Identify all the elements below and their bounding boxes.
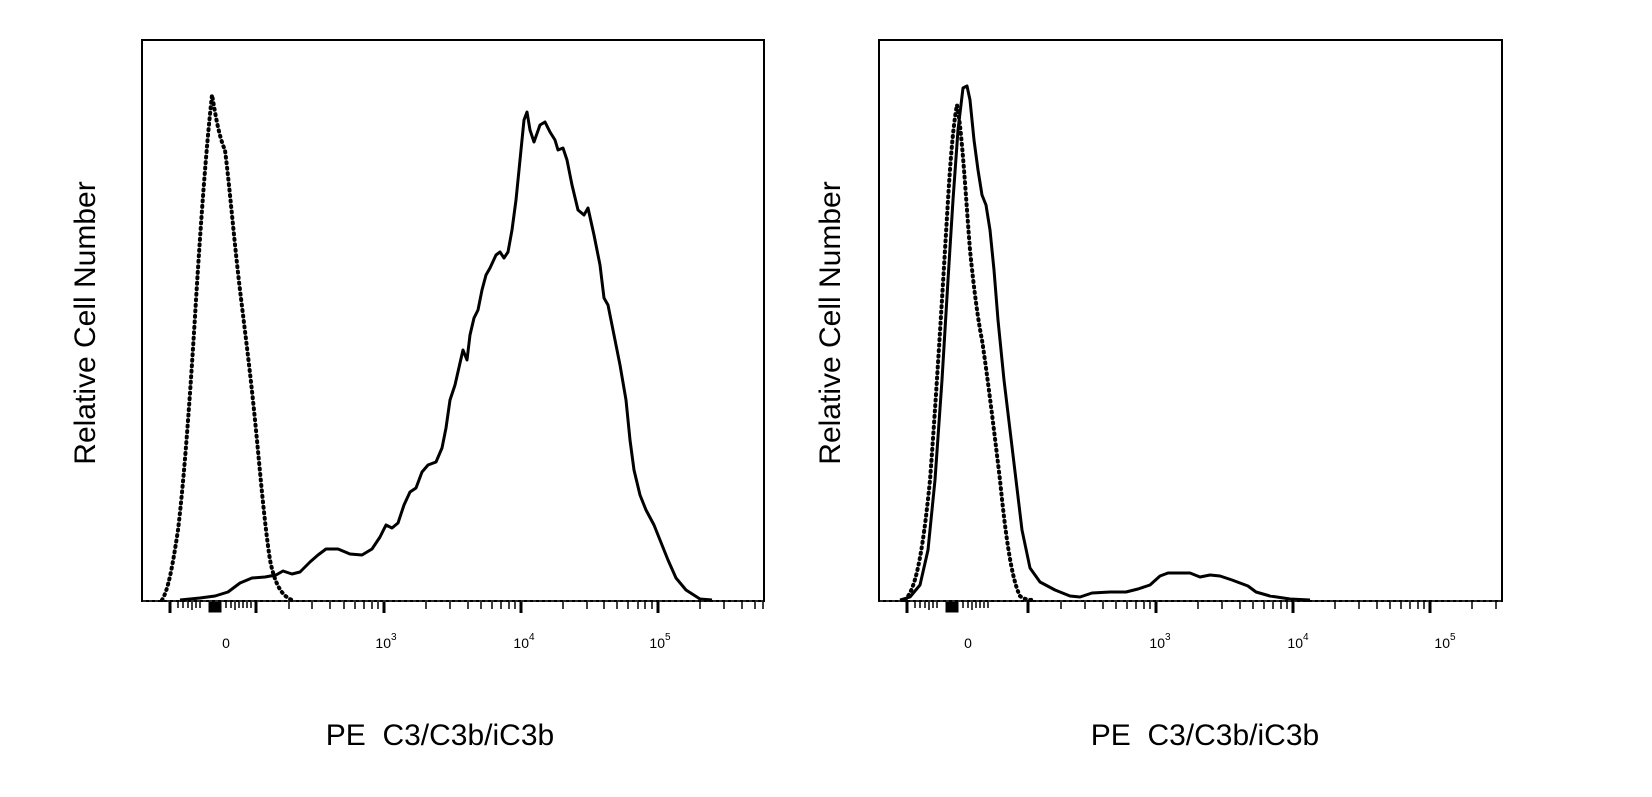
isotype-control-curve-right: [903, 104, 1037, 602]
plot-frame-left: [141, 39, 765, 602]
tick-label-1e3: 103: [1149, 632, 1171, 651]
x-tick-labels-right: 0 103 104 105: [964, 632, 1456, 651]
tick-label-0: 0: [222, 635, 230, 651]
panel-right: Relative Cell Number: [814, 39, 1503, 752]
isotype-control-curve-left: [160, 94, 294, 602]
x-axis-ticks-left: [168, 601, 764, 613]
tick-label-1e5: 105: [1434, 632, 1456, 651]
tick-label-0: 0: [964, 635, 972, 651]
tick-label-1e4: 104: [513, 632, 535, 651]
x-axis-ticks-right: [905, 601, 1497, 613]
panel-left: Relative Cell Number: [69, 39, 765, 752]
y-axis-label-left: Relative Cell Number: [69, 181, 102, 464]
stained-sample-curve-right: [899, 84, 1311, 602]
plot-frame-right: [878, 39, 1503, 602]
tick-label-1e5: 105: [649, 632, 671, 651]
tick-label-1e4: 104: [1287, 632, 1309, 651]
x-axis-label-left: PE C3/C3b/iC3b: [326, 719, 554, 752]
y-axis-label-right: Relative Cell Number: [814, 181, 847, 464]
x-axis-label-right: PE C3/C3b/iC3b: [1091, 719, 1319, 752]
tick-label-1e3: 103: [375, 632, 397, 651]
x-tick-labels-left: 0 103 104 105: [222, 632, 671, 651]
stained-sample-curve-left: [179, 110, 713, 602]
